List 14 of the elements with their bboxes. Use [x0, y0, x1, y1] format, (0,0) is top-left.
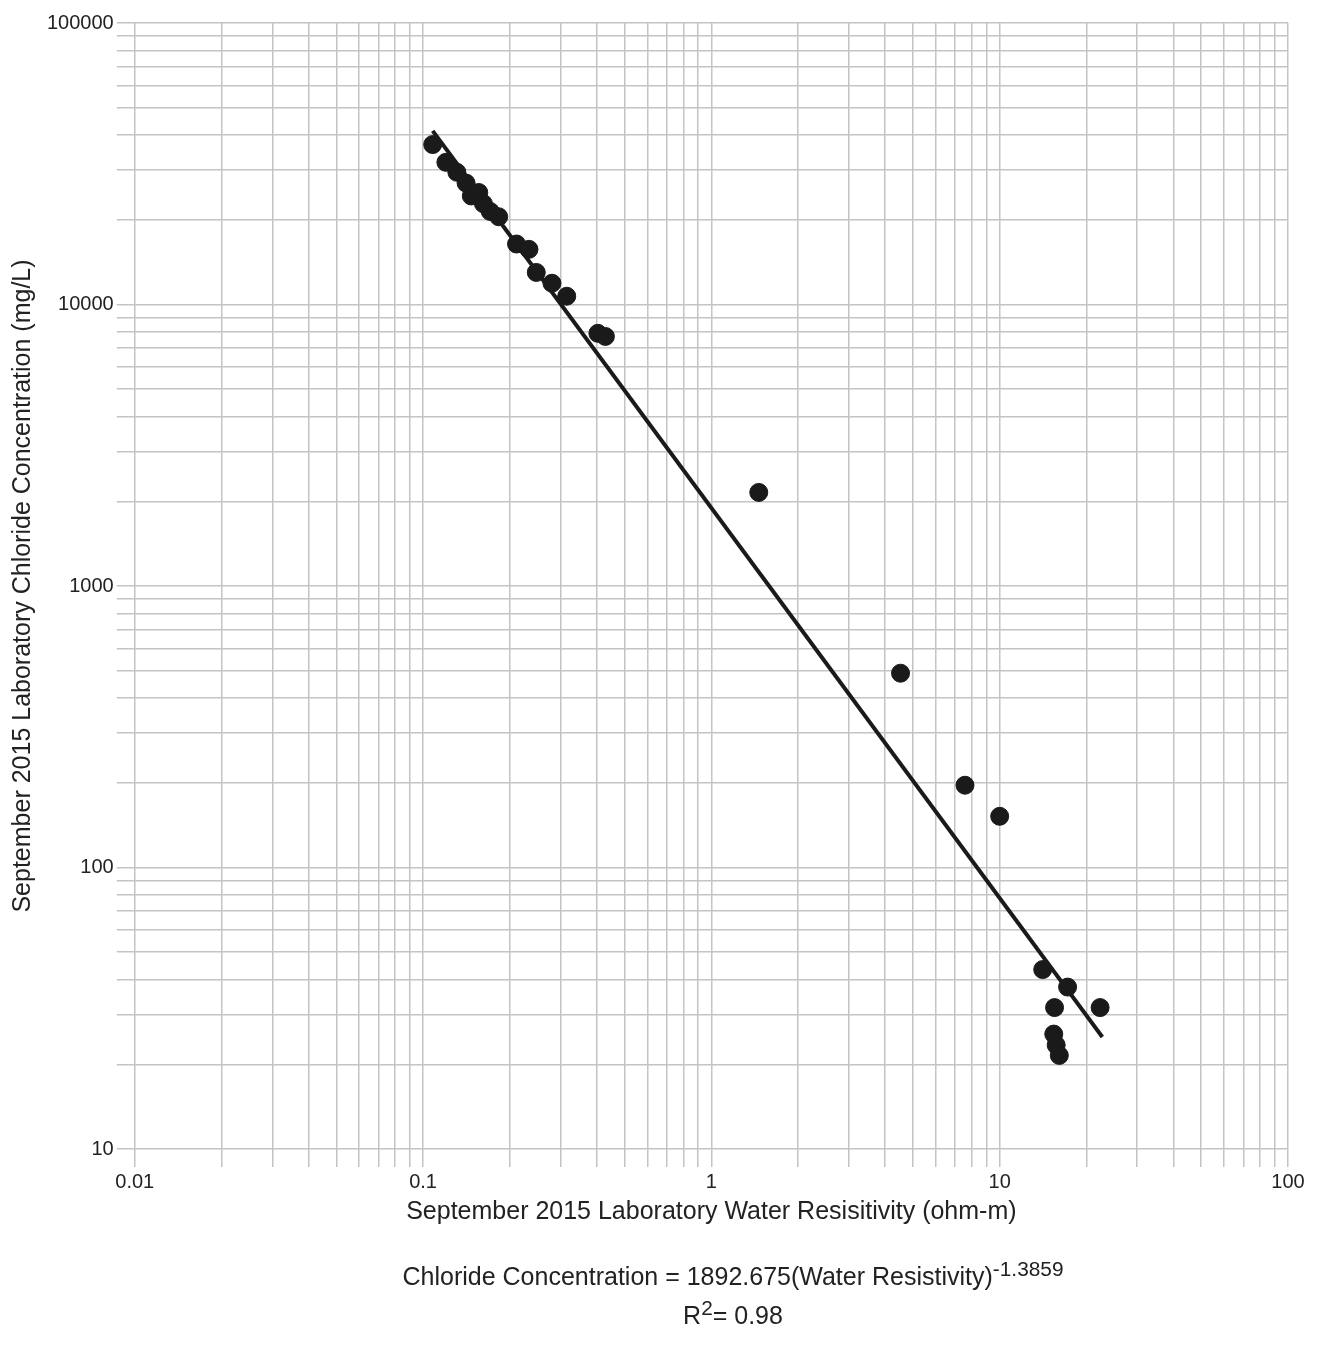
y-tick-label: 100000	[46, 10, 114, 33]
y-tick-label: 10000	[58, 292, 114, 315]
x-tick-label: 0.01	[115, 1169, 155, 1192]
text: R$^{2}$= 0.98	[682, 1295, 784, 1332]
x-tick-label: 100	[1271, 1169, 1305, 1192]
y-axis-title: September 2015 Laboratory Chloride Concentration (mg/L)	[6, 259, 35, 913]
y-tick-label: 10	[91, 1136, 114, 1159]
x-tick-label: 10	[988, 1169, 1011, 1192]
x-tick-label: 0.1	[409, 1169, 437, 1192]
text: Chloride Concentration = 1892.675(Water Resistivity)$^{-1.3859}$	[401, 1256, 1065, 1293]
y-tick-label: 100	[80, 855, 114, 878]
y-tick-label: 1000	[69, 573, 114, 596]
x-tick-label: 1	[705, 1169, 717, 1192]
x-axis-title: September 2015 Laboratory Water Resisitivity (ohm-m)	[406, 1195, 1017, 1224]
